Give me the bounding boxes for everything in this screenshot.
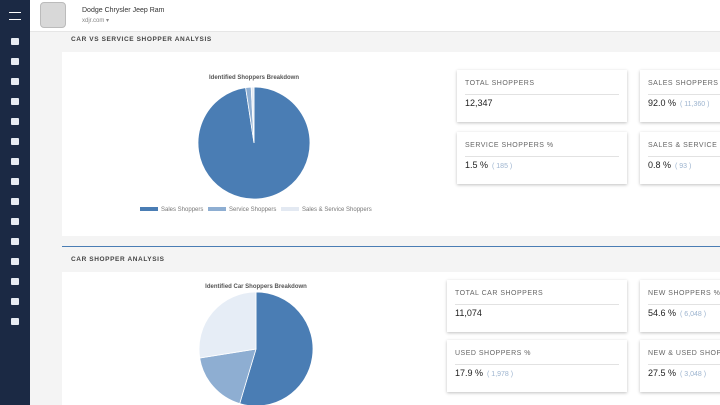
nav-icon[interactable] <box>11 258 19 265</box>
nav-icon[interactable] <box>11 318 19 325</box>
nav-icon[interactable] <box>11 298 19 305</box>
stat-detail: ( 93 ) <box>675 163 692 170</box>
stat-number: 1.5 % <box>465 160 489 170</box>
stat-rule <box>648 156 720 157</box>
stat-number: 27.5 % <box>648 368 677 378</box>
stat-rule <box>465 156 619 157</box>
stat-detail: ( 3,048 ) <box>680 371 707 378</box>
nav-icon[interactable] <box>11 278 19 285</box>
stat-card: TOTAL SHOPPERS 12,347 <box>457 70 627 122</box>
nav-icon[interactable] <box>11 158 19 165</box>
site-selector[interactable]: xdjr.com ▾ <box>82 18 110 24</box>
nav-icon[interactable] <box>11 178 19 185</box>
nav-icon[interactable] <box>11 198 19 205</box>
stat-label: SALES & SERVICE SHOPPERS % <box>648 142 720 149</box>
stat-label: SERVICE SHOPPERS % <box>465 142 554 149</box>
stat-detail: ( 6,048 ) <box>680 311 707 318</box>
stat-card: USED SHOPPERS % 17.9 %( 1,978 ) <box>447 340 627 392</box>
stat-card: TOTAL CAR SHOPPERS 11,074 <box>447 280 627 332</box>
stat-number: 92.0 % <box>648 98 677 108</box>
logo <box>40 2 66 28</box>
nav-icon[interactable] <box>11 138 19 145</box>
stat-detail: ( 11,360 ) <box>680 101 710 108</box>
nav-icon[interactable] <box>11 218 19 225</box>
stat-detail: ( 1,978 ) <box>487 371 514 378</box>
stat-rule <box>648 304 720 305</box>
nav-icon[interactable] <box>11 58 19 65</box>
nav-icon[interactable] <box>11 38 19 45</box>
top-bar: Dodge Chrysler Jeep Ram xdjr.com ▾ <box>30 0 720 32</box>
stat-number: 11,074 <box>455 308 482 318</box>
stat-detail: ( 185 ) <box>492 163 513 170</box>
stat-rule <box>648 94 720 95</box>
stat-rule <box>455 304 619 305</box>
stat-number: 12,347 <box>465 98 493 108</box>
stat-card: SALES SHOPPERS % 92.0 %( 11,360 ) <box>640 70 720 122</box>
stat-label: TOTAL CAR SHOPPERS <box>455 290 544 297</box>
stat-card: NEW & USED SHOPPERS % 27.5 %( 3,048 ) <box>640 340 720 392</box>
stat-value: 54.6 %( 6,048 ) <box>648 308 706 318</box>
stat-label: NEW SHOPPERS % <box>648 290 720 297</box>
nav-icon[interactable] <box>11 98 19 105</box>
nav-icon[interactable] <box>11 118 19 125</box>
stat-value: 12,347 <box>465 98 493 108</box>
stat-rule <box>648 364 720 365</box>
stat-value: 92.0 %( 11,360 ) <box>648 98 709 108</box>
stat-card: SALES & SERVICE SHOPPERS % 0.8 %( 93 ) <box>640 132 720 184</box>
stat-value: 11,074 <box>455 308 482 318</box>
stat-value: 27.5 %( 3,048 ) <box>648 368 706 378</box>
dealer-name: Dodge Chrysler Jeep Ram <box>82 7 165 14</box>
stat-label: NEW & USED SHOPPERS % <box>648 350 720 357</box>
stat-value: 17.9 %( 1,978 ) <box>455 368 513 378</box>
nav-icon[interactable] <box>11 78 19 85</box>
nav-icon[interactable] <box>11 238 19 245</box>
menu-button[interactable] <box>9 12 21 20</box>
stat-card: NEW SHOPPERS % 54.6 %( 6,048 ) <box>640 280 720 332</box>
stat-rule <box>465 94 619 95</box>
stat-card: SERVICE SHOPPERS % 1.5 %( 185 ) <box>457 132 627 184</box>
stat-label: SALES SHOPPERS % <box>648 80 720 87</box>
stat-number: 0.8 % <box>648 160 672 170</box>
stat-number: 17.9 % <box>455 368 484 378</box>
stat-label: USED SHOPPERS % <box>455 350 531 357</box>
stat-rule <box>455 364 619 365</box>
section-title: CAR SHOPPER ANALYSIS <box>71 256 165 263</box>
sidebar <box>0 0 30 405</box>
section-title: CAR VS SERVICE SHOPPER ANALYSIS <box>71 36 212 43</box>
stat-value: 1.5 %( 185 ) <box>465 160 512 170</box>
stat-label: TOTAL SHOPPERS <box>465 80 535 87</box>
stat-value: 0.8 %( 93 ) <box>648 160 691 170</box>
divider <box>62 246 720 247</box>
stat-number: 54.6 % <box>648 308 677 318</box>
